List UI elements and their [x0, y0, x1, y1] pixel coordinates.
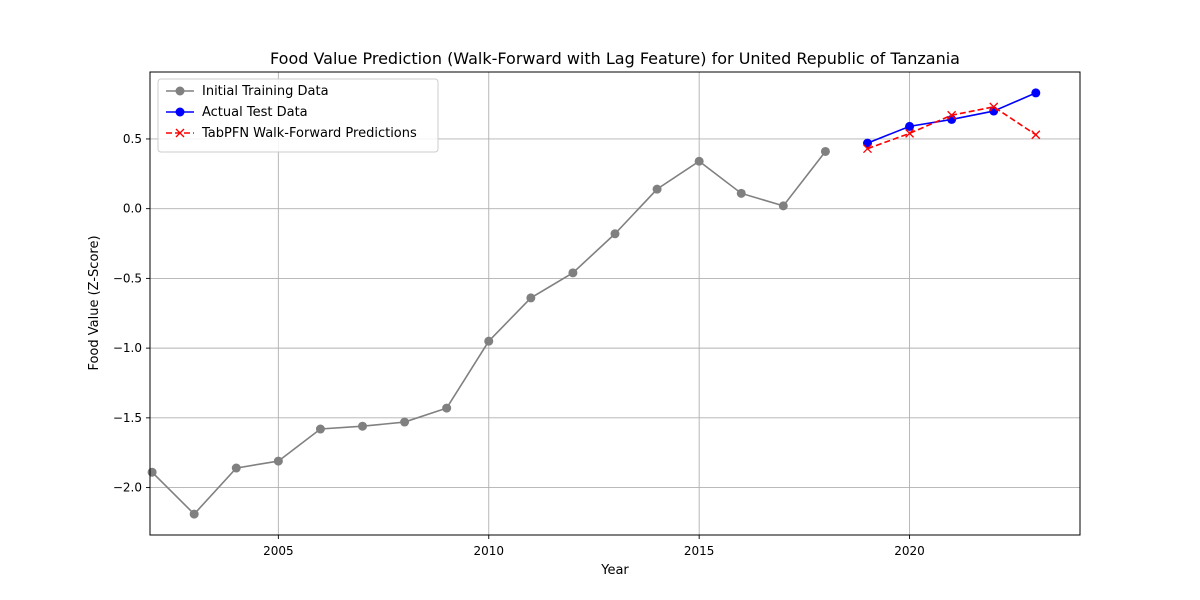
series-1: [147, 146, 830, 519]
legend-box: [157, 78, 439, 153]
legend-marker: [175, 128, 185, 138]
data-point: [736, 188, 746, 198]
data-point: [905, 121, 915, 131]
data-point: [610, 229, 620, 239]
legend-marker: [175, 107, 185, 117]
legend-marker-stroke: [175, 128, 185, 138]
axes-frame: [149, 71, 1081, 536]
series-layer: [147, 88, 1041, 519]
legend-marker: [175, 86, 185, 96]
x-axis-label: Year: [600, 563, 629, 578]
y-tick-label: −2.0: [113, 481, 142, 495]
chart-title: Food Value Prediction (Walk-Forward with…: [270, 49, 960, 68]
data-point: [905, 128, 915, 138]
x-tick-label: 2015: [684, 544, 715, 558]
data-point: [189, 509, 199, 519]
legend-entry: TabPFN Walk-Forward Predictions: [166, 126, 417, 141]
x-tick-label: 2005: [263, 544, 294, 558]
data-point: [484, 336, 494, 346]
data-point: [273, 456, 283, 466]
data-point-stroke: [947, 110, 957, 120]
data-point: [442, 403, 452, 413]
data-point: [358, 421, 368, 431]
ticks: 2005 2010 2015 2020 −2.0 −1.5 −1.0 −0.5 0.0 0.5: [113, 132, 925, 558]
data-point-stroke: [905, 128, 915, 138]
y-tick-label: 0.0: [123, 202, 142, 216]
y-tick-label: 0.5: [123, 132, 142, 146]
legend: Initial Training Data Actual Test Data Tab…: [157, 78, 439, 153]
data-point: [694, 156, 704, 166]
data-point-stroke: [989, 102, 999, 112]
data-point: [231, 463, 241, 473]
data-point: [820, 146, 830, 156]
data-point: [947, 114, 957, 124]
data-point: [1031, 130, 1041, 140]
y-tick-label: −0.5: [113, 271, 142, 285]
data-point: [863, 144, 872, 154]
legend-label: Actual Test Data: [202, 105, 308, 120]
data-point: [947, 110, 957, 120]
data-point-stroke: [863, 144, 872, 154]
y-axis-label: Food Value (Z-Score): [87, 235, 102, 370]
data-point: [526, 293, 536, 303]
data-point: [989, 102, 999, 112]
legend-label: Initial Training Data: [202, 84, 329, 99]
data-point: [652, 184, 662, 194]
legend-label: TabPFN Walk-Forward Predictions: [201, 126, 417, 141]
data-point: [315, 424, 325, 434]
data-point: [1031, 88, 1041, 98]
data-point: [862, 138, 872, 148]
legend-entry: Initial Training Data: [166, 84, 329, 99]
y-tick-label: −1.0: [113, 341, 142, 355]
series-3: [863, 102, 1041, 154]
data-point: [400, 417, 410, 427]
y-tick-label: −1.5: [113, 411, 142, 425]
data-point-stroke: [1031, 130, 1041, 140]
data-point: [568, 268, 578, 278]
x-tick-label: 2020: [894, 544, 925, 558]
grid: [150, 72, 1080, 535]
series-line: [867, 106, 1037, 150]
data-point: [147, 467, 157, 477]
data-point: [778, 201, 788, 211]
x-tick-label: 2010: [473, 544, 504, 558]
legend-entry: Actual Test Data: [166, 105, 308, 120]
